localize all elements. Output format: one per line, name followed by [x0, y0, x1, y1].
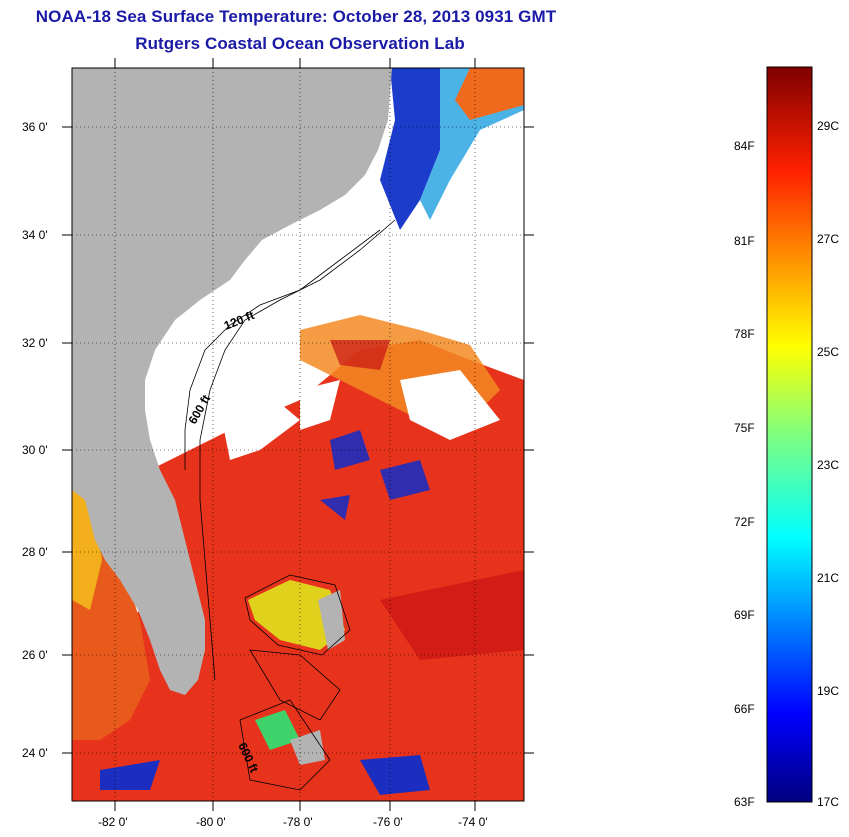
- bahamas-island: [318, 590, 345, 650]
- cbar-c-23: 23C: [817, 458, 839, 472]
- map-graticule: [72, 68, 524, 801]
- depth-contour-120ft: [184, 229, 381, 470]
- sst-map-svg: 36 0' 34 0' 32 0' 30 0' 28 0' 26 0' 24 0…: [22, 58, 534, 829]
- lat-label-28: 28 0': [22, 545, 48, 559]
- cay-sal-banks: [255, 710, 300, 750]
- map-ticks: [62, 58, 534, 811]
- map-frame: [71, 67, 525, 802]
- cbar-f-63: 63F: [734, 795, 755, 809]
- lat-label-36: 36 0': [22, 120, 48, 134]
- lon-label-78: -78 0': [283, 815, 313, 829]
- lon-label-80: -80 0': [196, 815, 226, 829]
- land-southeast-us: [72, 68, 392, 695]
- lon-label-74: -74 0': [458, 815, 488, 829]
- cbar-f-69: 69F: [734, 608, 755, 622]
- cbar-f-75: 75F: [734, 421, 755, 435]
- lat-label-32: 32 0': [22, 336, 48, 350]
- cold-patches-mid: [320, 430, 430, 520]
- warm-offshore-north: [455, 68, 524, 120]
- lon-label-82: -82 0': [98, 815, 128, 829]
- cbar-f-78: 78F: [734, 327, 755, 341]
- cbar-c-19: 19C: [817, 684, 839, 698]
- colorbar: 84F 81F 78F 75F 72F 69F 66F 63F 29C 27C …: [700, 0, 849, 832]
- cbar-c-29: 29C: [817, 119, 839, 133]
- colorbar-svg: 84F 81F 78F 75F 72F 69F 66F 63F 29C 27C …: [734, 66, 839, 809]
- cbar-c-25: 25C: [817, 345, 839, 359]
- cloud-patches: [150, 300, 500, 460]
- cbar-f-81: 81F: [734, 234, 755, 248]
- sst-map: 36 0' 34 0' 32 0' 30 0' 28 0' 26 0' 24 0…: [22, 58, 534, 829]
- bahamas-banks: [248, 580, 345, 650]
- cbar-f-66: 66F: [734, 702, 755, 716]
- colorbar-gradient: [766, 66, 813, 803]
- lat-label-26: 26 0': [22, 648, 48, 662]
- cbar-f-84: 84F: [734, 139, 755, 153]
- cold-coastal-water: [380, 68, 440, 230]
- cbar-f-72: 72F: [734, 515, 755, 529]
- map-plot-area: [72, 68, 524, 801]
- gulf-stream-core: [330, 340, 524, 660]
- cbar-c-21: 21C: [817, 571, 839, 585]
- lat-label-24: 24 0': [22, 746, 48, 760]
- bahamas-contour: [239, 574, 351, 791]
- depth-contour-600ft: [199, 219, 396, 681]
- lat-label-34: 34 0': [22, 228, 48, 242]
- lon-label-76: -76 0': [373, 815, 403, 829]
- cold-patches-south: [100, 755, 430, 795]
- lat-label-30: 30 0': [22, 443, 48, 457]
- cbar-c-27: 27C: [817, 232, 839, 246]
- cbar-c-17: 17C: [817, 795, 839, 809]
- map-subtitle: Rutgers Coastal Ocean Observation Lab: [135, 34, 465, 53]
- map-title: NOAA-18 Sea Surface Temperature: October…: [35, 7, 557, 26]
